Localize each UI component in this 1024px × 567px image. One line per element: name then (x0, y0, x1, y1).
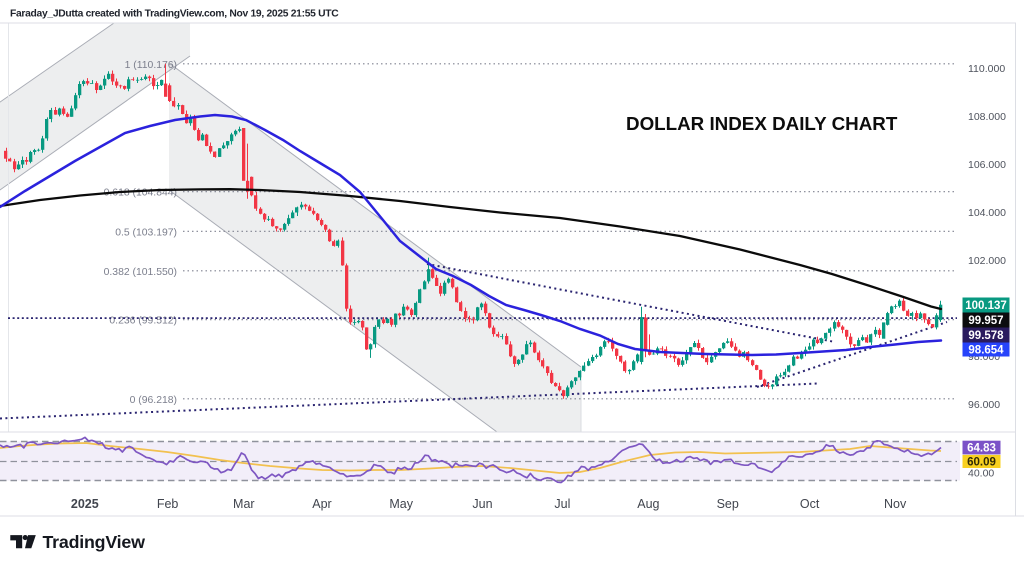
svg-text:Nov: Nov (884, 497, 907, 511)
svg-text:Oct: Oct (800, 497, 820, 511)
svg-text:Jul: Jul (554, 497, 570, 511)
svg-text:Feb: Feb (157, 497, 179, 511)
svg-text:99.578: 99.578 (968, 330, 1004, 342)
svg-text:0.5 (103.197): 0.5 (103.197) (115, 227, 177, 238)
svg-text:Aug: Aug (637, 497, 659, 511)
svg-text:Faraday_JDutta created with Tr: Faraday_JDutta created with TradingView.… (10, 9, 339, 20)
svg-text:96.000: 96.000 (968, 399, 1000, 411)
svg-text:TradingView: TradingView (43, 532, 146, 552)
svg-text:0.236 (99.512): 0.236 (99.512) (109, 316, 177, 327)
svg-text:99.957: 99.957 (968, 315, 1003, 327)
svg-text:106.000: 106.000 (968, 159, 1006, 171)
svg-text:DOLLAR INDEX DAILY CHART: DOLLAR INDEX DAILY CHART (626, 113, 898, 134)
svg-text:110.000: 110.000 (968, 63, 1005, 75)
svg-text:May: May (389, 497, 413, 511)
svg-text:Sep: Sep (717, 497, 739, 511)
svg-text:0.618 (104.844): 0.618 (104.844) (104, 188, 177, 199)
svg-text:0.382 (101.550): 0.382 (101.550) (104, 267, 177, 278)
svg-text:40.00: 40.00 (968, 468, 994, 480)
svg-text:1 (110.176): 1 (110.176) (125, 60, 177, 71)
svg-text:60.09: 60.09 (967, 456, 996, 468)
svg-text:Mar: Mar (233, 497, 255, 511)
svg-text:98.654: 98.654 (968, 345, 1004, 357)
svg-text:Apr: Apr (312, 497, 331, 511)
svg-text:102.000: 102.000 (968, 255, 1006, 267)
svg-text:2025: 2025 (71, 497, 99, 511)
svg-text:64.83: 64.83 (967, 443, 996, 455)
svg-text:104.000: 104.000 (968, 207, 1006, 219)
svg-text:Jun: Jun (472, 497, 492, 511)
svg-text:0 (96.218): 0 (96.218) (130, 395, 177, 406)
svg-text:100.137: 100.137 (965, 300, 1007, 312)
svg-text:108.000: 108.000 (968, 111, 1006, 123)
